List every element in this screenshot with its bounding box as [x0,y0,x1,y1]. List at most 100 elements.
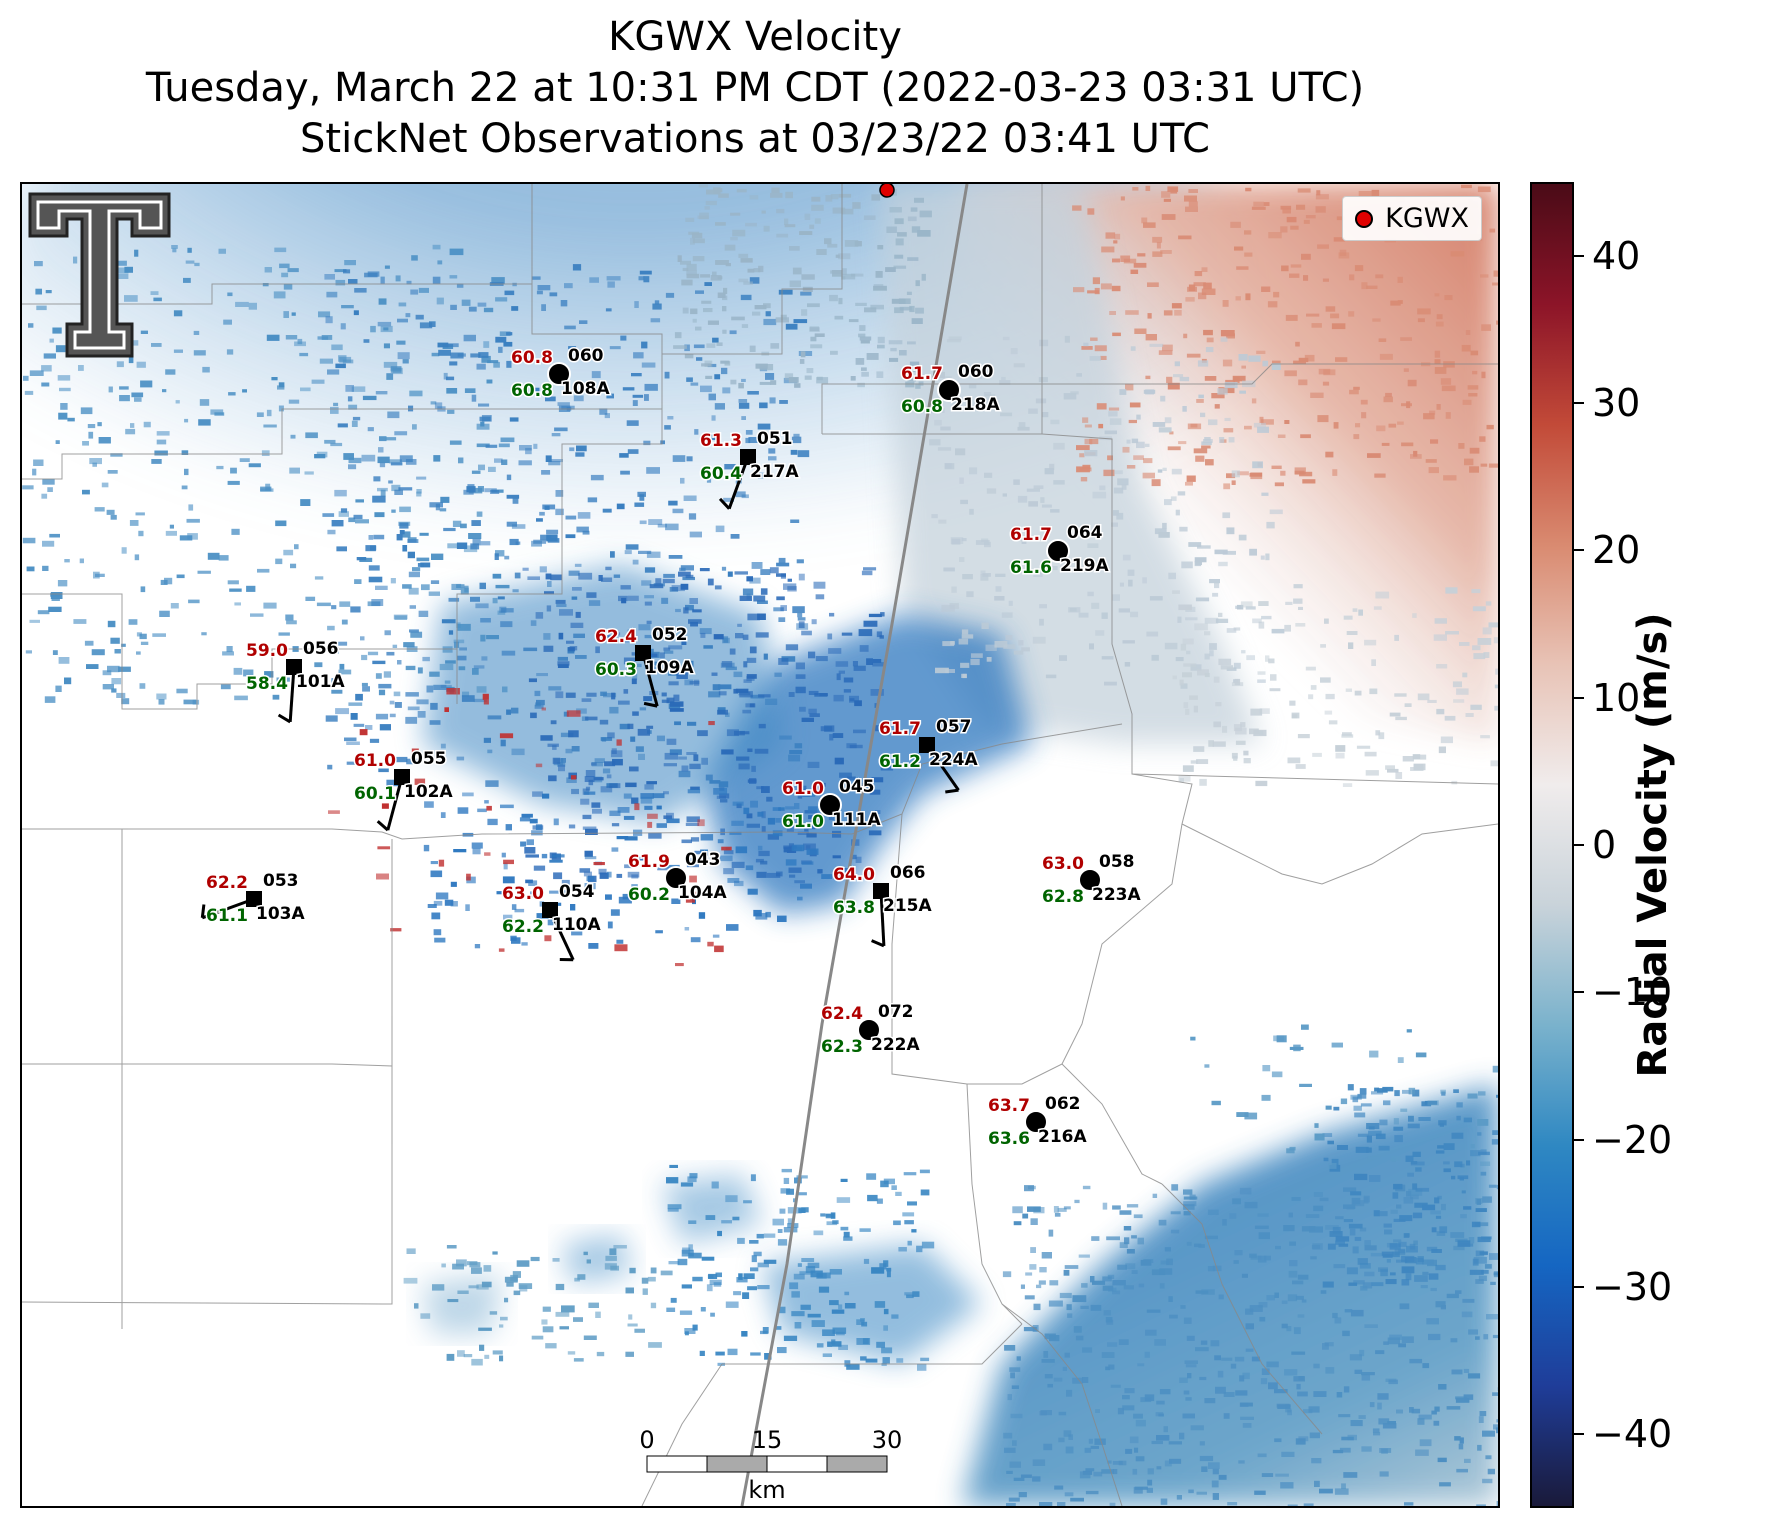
radar-gate [1146,1309,1161,1313]
radar-gate [57,375,71,381]
radar-gate [891,298,906,304]
radar-site-marker[interactable] [879,184,895,198]
radar-gate [1172,675,1177,680]
radar-gate [1126,1204,1139,1208]
radar-gate [519,817,531,822]
radar-gate [1317,415,1329,423]
radar-gate [753,268,761,273]
radar-gate [88,431,94,439]
radar-gate [1304,354,1315,362]
radar-gate [368,576,383,583]
radar-gate [1452,681,1462,688]
radar-gate [969,508,974,515]
station-temperature: 62.4 [595,627,637,647]
radar-gate [742,1292,750,1299]
radar-gate [1244,425,1252,430]
radar-gate [780,1188,791,1194]
station-temperature: 59.0 [246,641,288,661]
radar-gate [1193,282,1206,287]
radar-gate [632,673,638,680]
radar-gate [1107,1460,1112,1464]
radar-gate [759,402,768,409]
radar-gate [747,888,758,895]
radar-gate [422,656,430,662]
radar-gate [1477,638,1492,645]
radar-gate [690,308,698,315]
radar-gate [1353,1105,1362,1111]
radar-gate [1182,638,1194,645]
radar-gate [1298,1436,1309,1442]
radar-gate [1333,422,1339,429]
radar-gate [1465,713,1474,717]
radar-gate [187,533,198,540]
radar-gate [1119,582,1124,587]
radar-gate [488,466,496,472]
radar-gate [479,416,491,422]
radar-gate [1224,382,1238,389]
radar-gate [921,1241,935,1249]
radar-gate [835,254,840,258]
radar-gate [585,770,596,777]
radar-gate [616,836,629,840]
radar-gate [566,710,581,717]
radar-gate [573,395,584,402]
radar-gate [848,866,855,870]
radar-gate [457,623,471,631]
radar-gate [1245,1308,1254,1315]
radar-gate [1164,1460,1172,1467]
radar-gate [471,1358,483,1366]
radar-gate [707,941,714,947]
radar-gate [680,1182,694,1187]
radar-gate [604,761,616,767]
radar-gate [791,1291,800,1298]
radar-gate [1349,1228,1356,1236]
radar-gate [1065,1446,1074,1454]
radar-gate [895,1191,902,1196]
station-id: 215A [883,896,932,916]
wind-barb [727,456,750,510]
colorbar-tick: −20 [1574,1121,1672,1159]
radar-gate [541,1319,548,1325]
radar-map[interactable]: 60.8 060 60.8 108A 61.7 060 60.8 218A 61.3 051 60.… [20,182,1500,1508]
radar-gate [1063,1206,1071,1210]
radar-gate [1435,321,1444,327]
radar-gate [1183,1204,1195,1210]
radar-gate [567,1351,576,1355]
radar-gate [612,758,623,766]
radar-gate [778,557,786,564]
radar-gate [740,258,753,263]
radar-gate [824,238,832,245]
radar-gate [657,867,669,871]
wind-barb-flag [718,497,731,510]
radar-gate [1244,1112,1258,1120]
radar-gate [1089,643,1094,650]
radar-gate [348,279,358,284]
radar-gate [598,868,607,875]
radar-gate [1128,579,1133,587]
radar-gate [776,596,785,601]
radar-gate [474,944,481,949]
radar-gate [432,276,441,284]
radar-gate [806,845,811,850]
radar-gate [830,350,838,355]
radar-gate [1095,1409,1100,1413]
radar-gate [762,1327,769,1334]
station-temperature: 60.8 [511,348,553,368]
radar-gate [514,908,525,913]
